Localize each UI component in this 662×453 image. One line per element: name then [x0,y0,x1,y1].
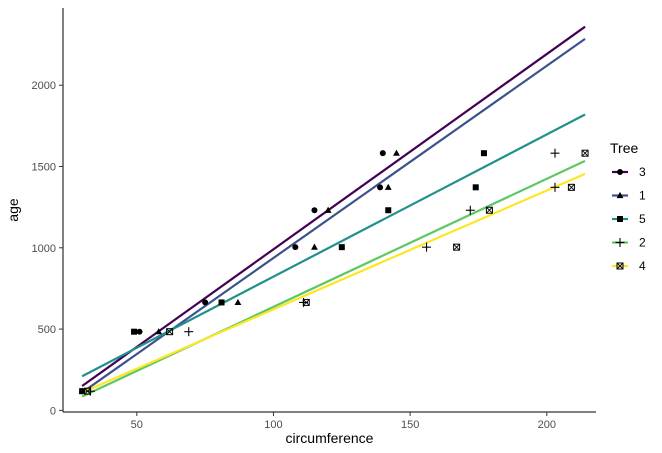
data-point-tree-5 [385,207,392,214]
x-tick-label: 50 [131,419,143,431]
y-axis-ticks: 0 500 1000 1500 2000 [32,80,63,417]
data-point-tree-3 [292,244,299,251]
data-point-tree-5 [79,388,86,395]
data-points [78,148,589,396]
y-tick-label: 2000 [32,80,56,92]
x-axis-title: circumference [286,430,374,446]
data-point-tree-1 [384,183,392,190]
data-point-tree-4 [567,183,575,191]
legend-label: 1 [639,189,646,203]
legend-title: Tree [610,140,638,156]
data-point-tree-4 [84,387,92,395]
legend: Tree 3 1 5 2 4 [610,140,646,273]
data-point-tree-3 [379,150,386,157]
data-point-tree-2 [550,182,560,192]
legend-key-symbol [616,262,624,270]
data-point-tree-3 [136,328,143,335]
legend-item-tree-3: 3 [612,165,646,179]
data-point-tree-5 [131,328,138,335]
x-tick-label: 200 [538,419,556,431]
legend-label: 5 [639,212,646,226]
data-point-tree-4 [302,298,310,306]
fit-line-tree-5 [81,113,586,378]
data-point-tree-5 [338,244,345,251]
y-tick-label: 1000 [32,243,56,255]
y-tick-label: 0 [50,405,56,417]
plot-area [62,8,596,413]
legend-key-symbol [615,238,625,247]
legend-key-symbol [617,169,623,175]
data-point-tree-5 [480,150,487,157]
data-point-tree-5 [218,299,225,306]
data-point-tree-4 [453,243,461,251]
fit-line-tree-4 [81,172,586,394]
y-tick-label: 1500 [32,162,56,174]
data-point-tree-1 [393,149,400,156]
legend-item-tree-1: 1 [612,189,646,203]
data-point-tree-2 [184,327,194,337]
data-point-tree-2 [550,148,560,158]
legend-key-symbol [617,216,623,222]
x-axis-ticks: 50 100 150 200 [131,412,556,431]
y-tick-label: 500 [38,324,56,336]
data-point-tree-3 [202,299,209,306]
legend-item-tree-4: 4 [612,259,646,273]
fit-line-tree-2 [81,159,586,398]
data-point-tree-5 [472,184,479,191]
fit-lines [81,25,586,398]
x-tick-label: 100 [264,419,282,431]
y-axis-title: age [5,198,21,222]
fit-line-tree-3 [81,25,586,387]
legend-item-tree-5: 5 [612,212,646,226]
data-point-tree-3 [311,207,318,214]
legend-key-symbol [616,191,624,199]
fit-line-tree-1 [81,37,586,394]
data-point-tree-2 [422,242,432,252]
data-point-tree-4 [166,328,174,336]
legend-label: 4 [639,259,646,273]
legend-items: 3 1 5 2 4 [612,165,646,273]
data-point-tree-1 [234,298,242,306]
data-point-tree-1 [155,328,163,335]
data-point-tree-3 [377,184,384,191]
data-point-tree-1 [311,243,318,250]
x-tick-label: 150 [401,419,419,431]
legend-label: 3 [639,165,646,179]
data-point-tree-4 [485,206,493,214]
legend-label: 2 [639,236,646,250]
data-point-tree-2 [465,205,475,215]
data-point-tree-4 [581,149,589,157]
data-point-tree-1 [324,206,332,213]
legend-item-tree-2: 2 [612,236,646,250]
